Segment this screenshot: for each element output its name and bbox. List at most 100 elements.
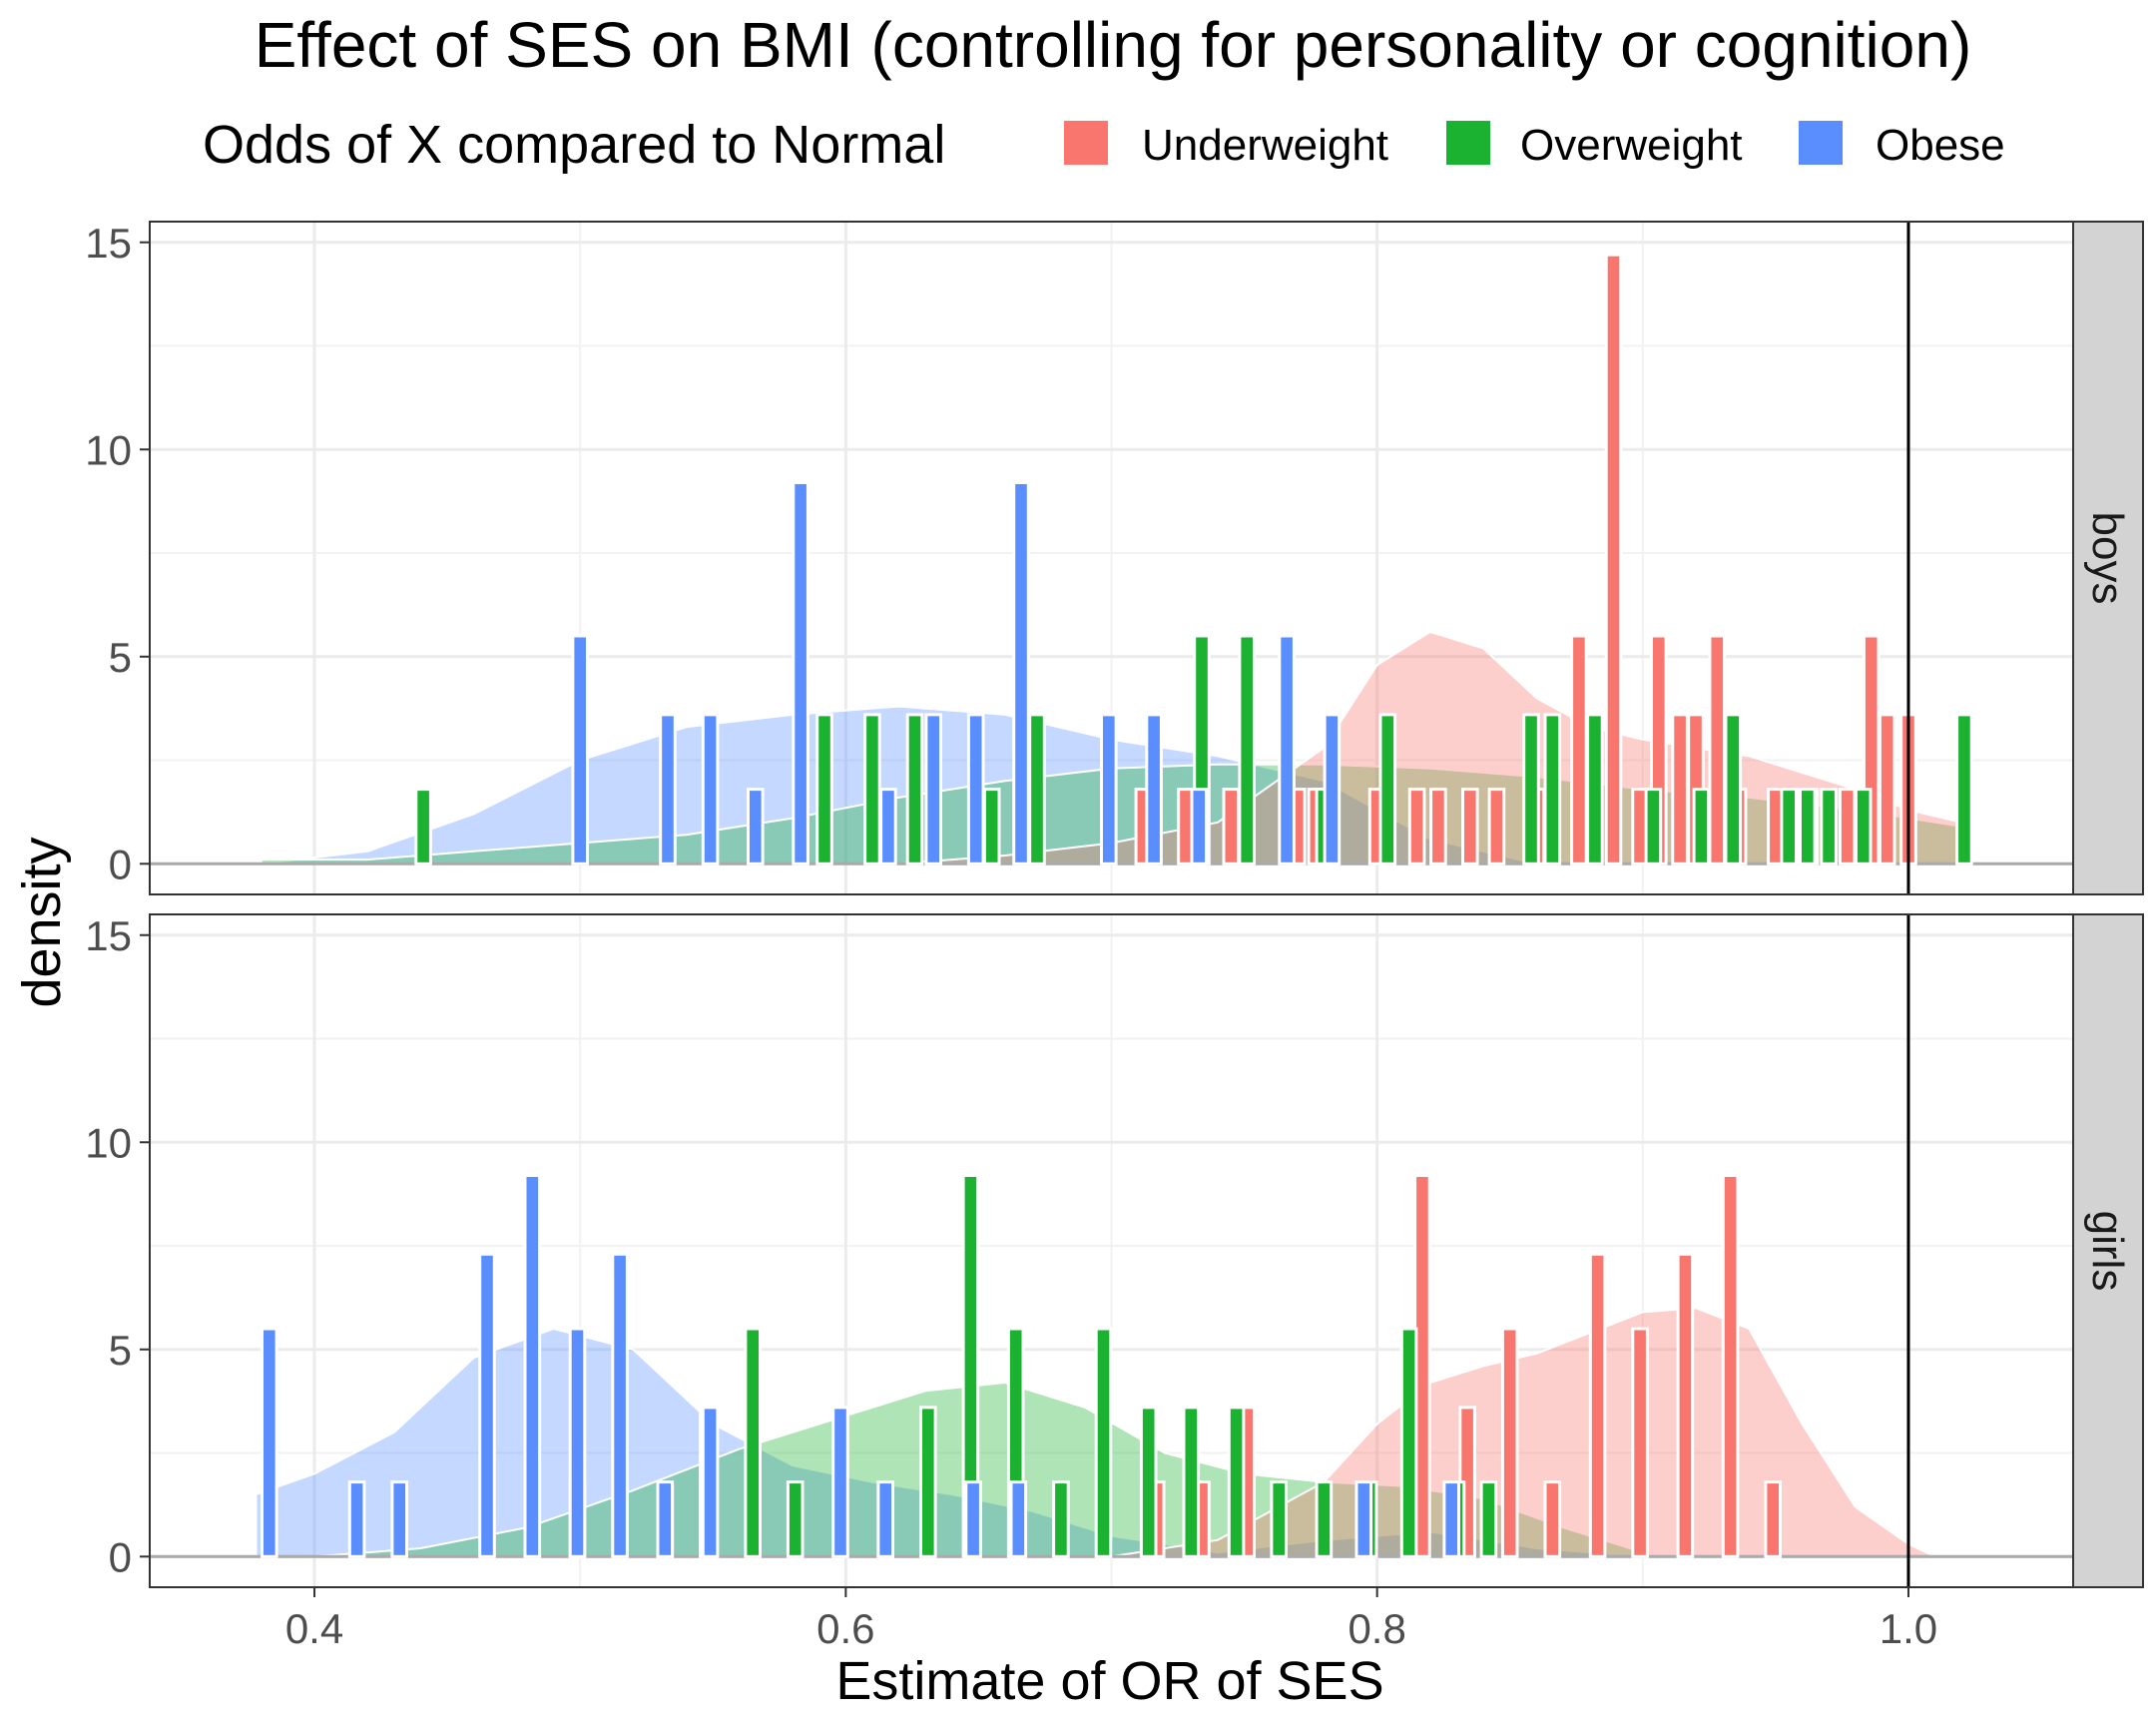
bar-underweight: [1878, 713, 1896, 865]
bar-obese: [876, 1480, 895, 1558]
y-tick-label: 5: [109, 1327, 132, 1374]
bar-underweight: [1543, 1480, 1562, 1558]
bar-obese: [571, 634, 590, 865]
bar-overweight: [1094, 1327, 1113, 1558]
chart-title: Effect of SES on BMI (controlling for pe…: [255, 9, 1972, 81]
bar-overweight: [1543, 713, 1562, 865]
bar-obese: [478, 1252, 496, 1558]
x-axis-label: Estimate of OR of SES: [835, 1651, 1383, 1711]
facet-girls: girls 0 5 10 15: [85, 912, 2144, 1588]
x-tick-label: 1.0: [1880, 1605, 1937, 1652]
legend-label-obese: Obese: [1876, 121, 2005, 170]
bar-underweight: [1708, 634, 1727, 865]
x-tick-label: 0.8: [1348, 1605, 1405, 1652]
y-tick-label: 15: [85, 220, 132, 267]
y-tick-label: 10: [85, 1119, 132, 1166]
bar-overweight: [1479, 1480, 1498, 1558]
legend: Odds of X compared to Normal Underweight…: [203, 115, 2005, 175]
bar-underweight: [1487, 788, 1506, 865]
bar-overweight: [1378, 713, 1397, 865]
bar-obese: [611, 1252, 629, 1558]
bar-overweight: [1182, 1406, 1201, 1558]
x-tick-label: 0.6: [816, 1605, 874, 1652]
bar-underweight: [1407, 788, 1426, 865]
bar-underweight: [1671, 713, 1689, 865]
facet-strip: [2072, 913, 2144, 1588]
bar-obese: [568, 1327, 587, 1558]
y-axis-label: density: [12, 837, 72, 1007]
legend-label-underweight: Underweight: [1142, 121, 1388, 170]
legend-key-underweight: [1064, 121, 1108, 165]
bar-obese: [831, 1406, 849, 1558]
bar-obese: [792, 481, 809, 865]
bar-overweight: [1227, 1406, 1246, 1558]
y-tick-label: 0: [109, 1533, 132, 1580]
facet-strip: [2072, 221, 2144, 895]
legend-key-overweight: [1446, 121, 1490, 165]
bar-obese: [1009, 1480, 1028, 1558]
bar-underweight: [1764, 1480, 1783, 1558]
bar-underweight: [1631, 1327, 1649, 1558]
bar-overweight: [414, 788, 432, 865]
bar-overweight: [786, 1480, 805, 1558]
bar-obese: [964, 1480, 982, 1558]
bar-obese: [1145, 713, 1163, 865]
bar-underweight: [1429, 788, 1447, 865]
bar-overweight: [863, 713, 881, 865]
bar-obese: [659, 713, 677, 865]
bar-overweight: [982, 788, 1001, 865]
bar-overweight: [1854, 788, 1873, 865]
bar-obese: [1354, 1480, 1373, 1558]
bar-obese: [1442, 1480, 1461, 1558]
bar-obese: [523, 1174, 542, 1558]
bar-obese: [656, 1480, 675, 1558]
bar-overweight: [1238, 634, 1257, 865]
x-tick-label: 0.4: [285, 1605, 343, 1652]
bar-obese: [879, 788, 897, 865]
bar-overweight: [1522, 713, 1540, 865]
bar-overweight: [1399, 1327, 1418, 1558]
bar-overweight: [1724, 713, 1743, 865]
bar-obese: [261, 1327, 278, 1558]
bar-overweight: [1692, 788, 1711, 865]
y-tick-label: 5: [109, 634, 132, 681]
y-tick-label: 15: [85, 912, 132, 959]
facet-label-boys: boys: [2083, 512, 2132, 605]
bar-obese: [1278, 634, 1296, 865]
bar-obese: [1100, 713, 1118, 865]
bar-overweight: [1139, 1406, 1158, 1558]
bar-underweight: [1570, 634, 1588, 865]
bar-obese: [390, 1480, 408, 1558]
bar-obese: [1190, 788, 1209, 865]
bar-underweight: [1461, 788, 1479, 865]
bar-underweight: [1721, 1174, 1740, 1558]
bar-overweight: [815, 713, 833, 865]
bar-overweight: [1644, 788, 1663, 865]
legend-key-obese: [1799, 121, 1843, 165]
bar-overweight: [1270, 1480, 1289, 1558]
bar-overweight: [744, 1327, 763, 1558]
facet-boys: boys 0 5 10 15: [85, 220, 2144, 895]
bar-obese: [701, 1406, 720, 1558]
bar-obese: [747, 788, 765, 865]
bar-obese: [924, 713, 943, 865]
bar-overweight: [905, 713, 924, 865]
bar-overweight: [1780, 788, 1799, 865]
legend-label-overweight: Overweight: [1520, 121, 1743, 170]
bar-underweight: [1500, 1327, 1519, 1558]
bar-overweight: [1820, 788, 1838, 865]
bar-obese: [701, 713, 720, 865]
legend-title: Odds of X compared to Normal: [203, 115, 945, 175]
bar-underweight: [1676, 1252, 1695, 1558]
bar-obese: [966, 713, 985, 865]
bar-overweight: [1028, 713, 1046, 865]
bar-overweight: [1315, 1480, 1334, 1558]
bar-obese: [1323, 713, 1342, 865]
bar-overweight: [1052, 1480, 1070, 1558]
panels: boys 0 5 10 15 girls 0 5 10 15 0.4 0.6 0.8 1.0: [85, 220, 2144, 1652]
bar-obese: [347, 1480, 366, 1558]
bar-underweight: [1838, 788, 1857, 865]
y-tick-label: 0: [109, 841, 132, 887]
bar-underweight: [1222, 788, 1241, 865]
